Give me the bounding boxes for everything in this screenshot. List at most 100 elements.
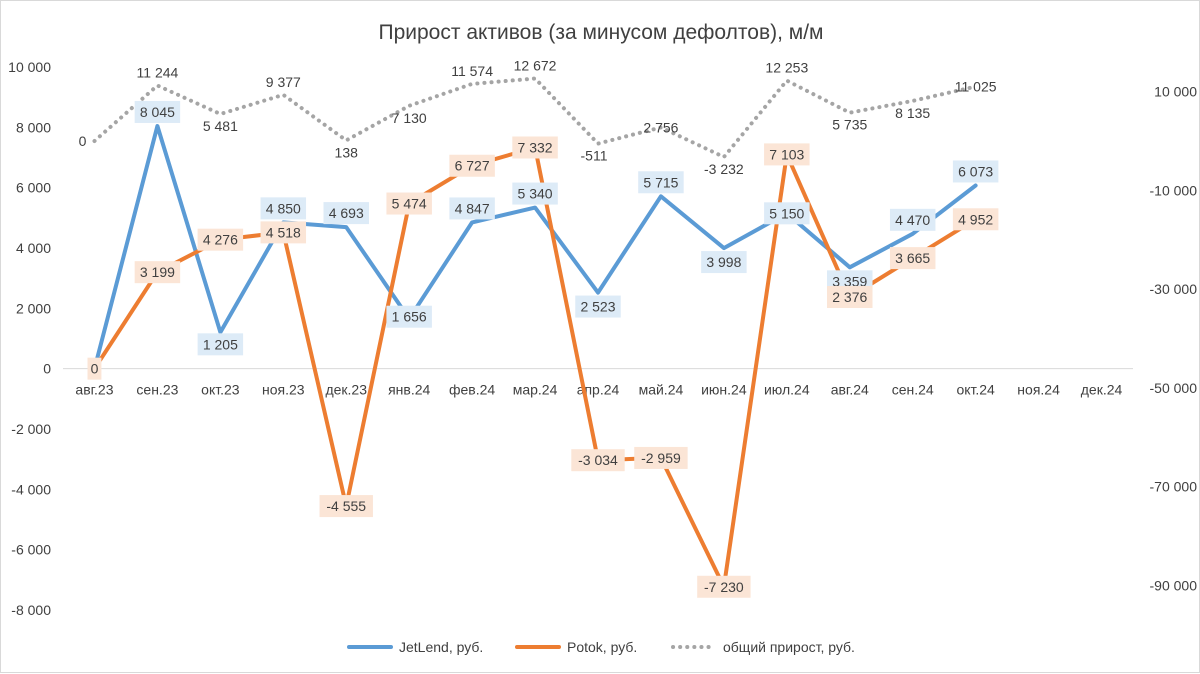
data-label-bg: [449, 154, 495, 177]
x-tick-label: дек.23: [325, 382, 367, 398]
data-label: 5 340: [518, 186, 553, 202]
data-label: 3 199: [140, 264, 175, 280]
data-label-bg: [319, 495, 373, 518]
data-label: 8 045: [140, 104, 175, 120]
data-label: 2 523: [580, 299, 615, 315]
data-label: 1 656: [392, 309, 427, 325]
data-label-bg: [701, 251, 747, 274]
data-label: 5 735: [832, 117, 867, 133]
data-label: 4 693: [329, 205, 364, 221]
data-label: 0: [79, 133, 87, 149]
data-label-bg: [386, 305, 432, 328]
y-tick-label-left: -6 000: [11, 542, 51, 558]
data-label-bg: [386, 192, 432, 215]
x-tick-label: янв.24: [388, 382, 430, 398]
data-label-bg: [134, 100, 181, 123]
x-tick-label: ноя.23: [262, 382, 305, 398]
x-tick-label: окт.24: [956, 382, 995, 398]
data-label-bg: [575, 295, 621, 318]
y-tick-label-left: 4 000: [16, 240, 51, 256]
data-label: 6 727: [455, 158, 490, 174]
data-label: -7 230: [704, 579, 744, 595]
data-label: 2 376: [832, 289, 867, 305]
data-label-bg: [260, 221, 307, 244]
data-label: 7 103: [769, 146, 804, 162]
data-label: 3 998: [706, 254, 741, 270]
legend: JetLend, руб. Potok, руб. общий прирост, р…: [347, 639, 855, 655]
y-tick-label-left: 0: [43, 361, 51, 377]
series-line-total: [92, 76, 978, 159]
data-label-bg: [512, 136, 558, 159]
x-tick-label: апр.24: [577, 382, 620, 398]
data-label: -3 034: [578, 452, 618, 468]
data-label-bg: [571, 449, 625, 472]
data-label: 11 574: [451, 63, 493, 79]
data-label: 12 672: [514, 57, 557, 73]
data-label: 3 665: [895, 250, 930, 266]
data-label: 7 130: [392, 110, 427, 126]
data-label: 2 756: [643, 119, 678, 135]
data-label: 4 276: [203, 232, 238, 248]
x-tick-label: сен.23: [136, 382, 178, 398]
data-label: 4 847: [455, 200, 490, 216]
data-label: 6 073: [958, 163, 993, 179]
x-tick-label: ноя.24: [1017, 382, 1060, 398]
x-tick-label: фев.24: [449, 382, 495, 398]
legend-label: Potok, руб.: [567, 639, 637, 655]
x-tick-label: дек.24: [1081, 382, 1123, 398]
y-tick-label-left: -8 000: [11, 602, 51, 618]
y-tick-label-right: -30 000: [1150, 281, 1198, 297]
data-label-bg: [952, 208, 999, 231]
data-label-bg: [638, 171, 684, 194]
y-tick-label-left: -2 000: [11, 421, 51, 437]
data-label-bg: [323, 202, 369, 225]
x-tick-label: июл.24: [764, 382, 810, 398]
data-label: -511: [581, 148, 608, 164]
data-label: 5 481: [203, 118, 238, 134]
data-label: 9 377: [266, 74, 301, 90]
data-label-bg: [87, 357, 102, 380]
y-tick-label-right: -10 000: [1150, 182, 1198, 198]
y-tick-label-left: 2 000: [16, 300, 51, 316]
x-tick-label: сен.24: [892, 382, 934, 398]
data-label-bg: [260, 197, 307, 220]
data-label: -3 232: [704, 161, 744, 177]
data-label-bg: [764, 202, 810, 225]
data-label: 7 332: [518, 139, 553, 155]
data-label: 4 518: [266, 224, 301, 240]
x-tick-label: июн.24: [701, 382, 747, 398]
data-label-bg: [197, 333, 244, 356]
x-tick-label: мар.24: [513, 382, 558, 398]
data-label: 0: [91, 361, 99, 377]
axis-layer: 10 000 8 000 6 000 4 000 2 000 0 -2 000 -4 000 -…: [8, 59, 1197, 618]
y-tick-label-left: 6 000: [16, 180, 51, 196]
data-label-bg: [889, 208, 936, 231]
legend-label: общий прирост, руб.: [723, 639, 855, 655]
data-label: 138: [335, 144, 359, 160]
data-label: 5 474: [392, 196, 427, 212]
data-label: 5 715: [643, 174, 678, 190]
data-label: 11 244: [137, 65, 179, 81]
y-tick-label-right: -90 000: [1150, 577, 1198, 593]
data-label: 8 135: [895, 105, 930, 121]
data-label: 5 150: [769, 205, 804, 221]
data-label: 4 952: [958, 211, 993, 227]
series-line-potok: [92, 145, 978, 589]
x-tick-label: май.24: [639, 382, 684, 398]
x-tick-label: авг.24: [831, 382, 869, 398]
data-label: 12 253: [765, 60, 808, 76]
data-label-bg: [952, 160, 999, 183]
data-label: -4 555: [326, 498, 366, 514]
data-label: 3 359: [832, 273, 867, 289]
data-label-bg: [634, 446, 688, 469]
x-tick-label: авг.23: [75, 382, 113, 398]
data-label-bg: [449, 197, 495, 220]
data-label-bg: [827, 285, 873, 308]
y-tick-label-left: 10 000: [8, 59, 51, 75]
y-tick-label-right: -50 000: [1150, 380, 1198, 396]
chart-title: Прирост активов (за минусом дефолтов), м…: [379, 21, 824, 44]
data-label-layer: 8 045 1 205 4 850 4 693 1 656 4 847 5 340 2 523…: [79, 57, 999, 598]
y-tick-label-left: 8 000: [16, 119, 51, 135]
